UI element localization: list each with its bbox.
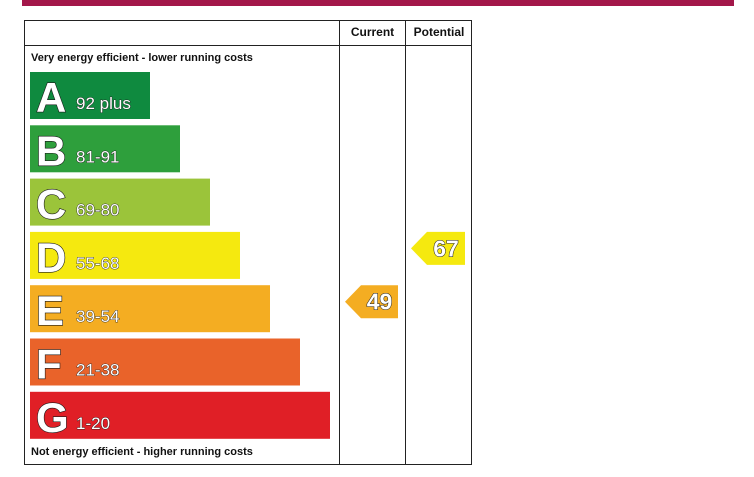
band-d: D 55-68	[30, 231, 240, 281]
band-f: F 21-38	[30, 338, 300, 388]
band-range-b: 81-91	[76, 147, 119, 166]
band-bar-b	[30, 125, 180, 173]
header-divider	[24, 45, 472, 46]
current-rating-arrow	[345, 285, 398, 319]
band-letter-b: B	[36, 127, 66, 174]
potential-rating-value: 67	[433, 235, 459, 261]
current-column-header: Current	[350, 25, 395, 39]
potential-rating-arrow	[411, 231, 465, 265]
band-range-d: 55-68	[76, 254, 119, 273]
band-bar-d	[30, 231, 240, 279]
band-bar-g	[30, 391, 330, 439]
band-e: E 39-54	[30, 285, 270, 335]
band-letter-d: D	[36, 234, 66, 281]
potential-rating: 67	[411, 231, 465, 265]
band-range-a: 92 plus	[76, 94, 131, 113]
band-letter-e: E	[36, 287, 64, 334]
current-column-divider	[339, 20, 340, 465]
band-a: A 92 plus	[30, 72, 150, 122]
current-rating: 49	[345, 285, 398, 319]
top-accent-bar	[22, 0, 734, 6]
band-b: B 81-91	[30, 125, 180, 175]
band-bar-e	[30, 285, 270, 333]
band-range-g: 1-20	[76, 414, 110, 433]
potential-column-header: Potential	[413, 25, 465, 39]
inefficient-note: Not energy efficient - higher running co…	[31, 446, 253, 458]
potential-column-divider	[405, 20, 406, 465]
band-bar-c	[30, 178, 210, 226]
band-letter-a: A	[36, 74, 66, 121]
band-bar-a	[30, 72, 150, 119]
band-letter-f: F	[36, 341, 62, 388]
efficient-note: Very energy efficient - lower running co…	[31, 52, 253, 64]
band-range-e: 39-54	[76, 307, 119, 326]
current-rating-value: 49	[367, 289, 393, 315]
rating-table-frame	[24, 20, 472, 465]
band-letter-g: G	[36, 394, 69, 441]
band-g: G 1-20	[30, 391, 330, 441]
band-range-c: 69-80	[76, 201, 119, 220]
band-letter-c: C	[36, 181, 66, 228]
band-range-f: 21-38	[76, 361, 119, 380]
band-bar-f	[30, 338, 300, 386]
band-c: C 69-80	[30, 178, 210, 228]
